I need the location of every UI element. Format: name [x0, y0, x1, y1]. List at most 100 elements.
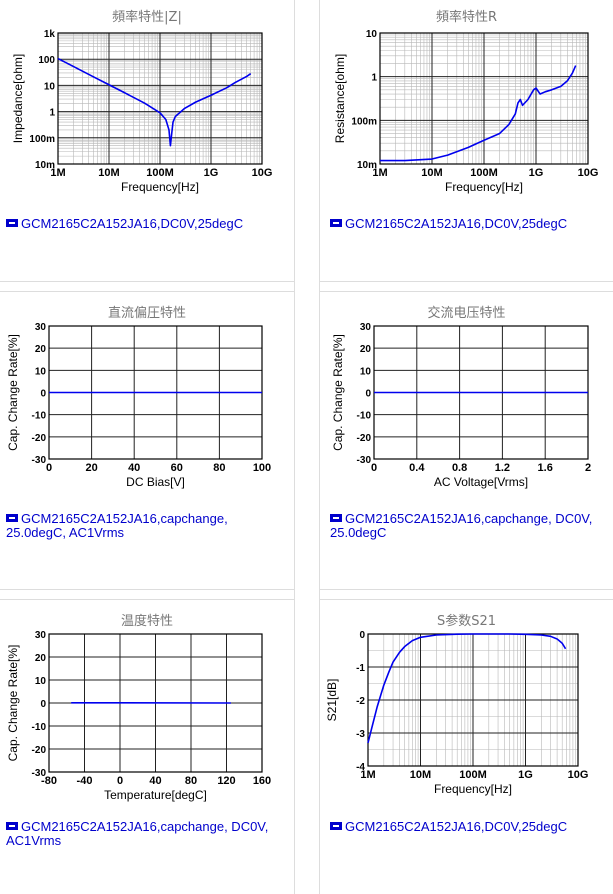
y-axis-label: Cap. Change Rate[%]	[6, 334, 20, 451]
y-tick-label: -20	[32, 745, 47, 756]
y-tick-label: -30	[32, 455, 47, 466]
chart-legend[interactable]: GCM2165C2A152JA16,capchange, DC0V, 25.0d…	[330, 512, 600, 540]
legend-label: GCM2165C2A152JA16,DC0V,25degC	[345, 216, 568, 231]
y-tick-label: 30	[35, 630, 47, 641]
y-tick-label: 20	[360, 344, 372, 355]
y-tick-label: 0	[365, 389, 371, 400]
x-axis-label: AC Voltage[Vrms]	[434, 475, 528, 489]
x-tick-label: 0	[46, 462, 52, 474]
legend-swatch-icon	[330, 514, 342, 522]
column-divider-right	[319, 0, 320, 894]
x-tick-label: 40	[128, 462, 140, 474]
y-tick-label: 1k	[44, 29, 56, 40]
legend-label: GCM2165C2A152JA16,DC0V,25degC	[345, 819, 568, 834]
chart-title: 頻率特性R	[435, 10, 498, 25]
y-tick-label: 100m	[351, 116, 377, 127]
dc-bias-chart-panel: 直流偏圧特性 0 20 40 60 80 100 30 20 10 0 -10 -20 -30 DC Bi…	[0, 292, 294, 589]
series-line	[57, 57, 252, 147]
y-tick-label: 30	[360, 322, 372, 333]
legend-swatch-icon	[6, 219, 18, 227]
x-tick-label: 120	[217, 775, 235, 787]
legend-label: GCM2165C2A152JA16,capchange, DC0V, 25.0d…	[330, 511, 593, 540]
y-tick-label: -3	[356, 729, 365, 740]
chart-legend[interactable]: GCM2165C2A152JA16,DC0V,25degC	[330, 820, 567, 834]
chart-title: 直流偏圧特性	[107, 306, 186, 321]
legend-swatch-icon	[330, 822, 342, 830]
y-tick-label: 100m	[29, 134, 55, 145]
plot-frame	[57, 32, 263, 165]
x-tick-label: 1.2	[495, 462, 510, 474]
y-axis-label: Cap. Change Rate[%]	[6, 645, 20, 762]
x-tick-label: 1M	[360, 769, 375, 781]
plot-frame	[379, 32, 589, 165]
y-tick-label: 10	[360, 366, 372, 377]
x-tick-label: 100M	[470, 167, 498, 179]
x-tick-label: 1M	[50, 167, 65, 179]
y-tick-label: -4	[356, 762, 365, 773]
temperature-chart-panel: 温度特性 -80 -40 0 40 80 120 160 30 20 10 0 -10 -20 -30 Te…	[0, 600, 294, 894]
y-tick-label: 10m	[357, 160, 377, 171]
x-axis-label: Frequency[Hz]	[445, 180, 523, 194]
x-tick-label: 1G	[204, 167, 219, 179]
series-line	[367, 633, 567, 744]
y-tick-label: 30	[35, 322, 47, 333]
x-tick-label: 1G	[529, 167, 544, 179]
legend-label: GCM2165C2A152JA16,capchange, DC0V, AC1Vr…	[6, 819, 269, 848]
x-tick-label: -80	[41, 775, 57, 787]
x-tick-label: 1.6	[538, 462, 553, 474]
resistance-chart-panel: 頻率特性R 1M 10M 100M 1G 10G 10 1 100m 10m Frequency[…	[320, 0, 613, 281]
x-tick-label: 100M	[459, 769, 487, 781]
x-axis-label: DC Bias[V]	[126, 475, 185, 489]
x-tick-label: 100M	[146, 167, 174, 179]
y-tick-label: -10	[32, 722, 47, 733]
ac-voltage-chart-panel: 交流电压特性 0 0.4 0.8 1.2 1.6 2 30 20 10 0 -10 -20 -30 AC …	[320, 292, 613, 589]
y-tick-label: -10	[32, 411, 47, 422]
legend-swatch-icon	[6, 822, 18, 830]
s21-chart: 1M 10M 100M 1G 10G 0 -1 -2 -3 -4 Frequency[Hz] S21[…	[325, 630, 589, 796]
y-tick-label: 10	[35, 366, 47, 377]
y-axis-label: Cap. Change Rate[%]	[331, 334, 345, 451]
x-tick-label: 1G	[518, 769, 533, 781]
chart-title: 温度特性	[120, 614, 173, 629]
chart-legend[interactable]: GCM2165C2A152JA16,capchange, DC0V, AC1Vr…	[6, 820, 286, 848]
y-tick-label: -1	[356, 663, 365, 674]
chart-legend[interactable]: GCM2165C2A152JA16,DC0V,25degC	[330, 217, 567, 231]
x-tick-label: 0.8	[452, 462, 467, 474]
x-tick-label: 0	[371, 462, 377, 474]
s21-chart-panel: S参数S21 1M 10M 100M 1G 10G 0 -1 -2 -3 -4 Frequency[…	[320, 600, 613, 894]
chart-legend[interactable]: GCM2165C2A152JA16,capchange, 25.0degC, A…	[6, 512, 276, 540]
y-tick-label: -20	[357, 433, 372, 444]
y-tick-label: 0	[40, 699, 46, 710]
x-tick-label: 40	[149, 775, 161, 787]
y-tick-label: 0	[40, 389, 46, 400]
y-tick-label: -20	[32, 433, 47, 444]
y-axis-label: Impedance[ohm]	[11, 54, 25, 143]
x-tick-label: 80	[213, 462, 225, 474]
y-axis-label: Resistance[ohm]	[333, 54, 347, 143]
x-tick-label: 10M	[98, 167, 119, 179]
x-tick-label: 10G	[568, 769, 589, 781]
x-tick-label: 160	[253, 775, 271, 787]
x-tick-label: 20	[85, 462, 97, 474]
ac-voltage-chart: 0 0.4 0.8 1.2 1.6 2 30 20 10 0 -10 -20 -30 AC Voltage…	[331, 322, 591, 489]
row-divider	[0, 589, 294, 590]
y-tick-label: 1	[371, 73, 377, 84]
x-tick-label: -40	[77, 775, 93, 787]
chart-legend[interactable]: GCM2165C2A152JA16,DC0V,25degC	[6, 217, 243, 231]
impedance-chart-panel: 頻率特性|Z| 1M 10M 100M 1G 10G 1k 100 10 1 100m 10m Fre…	[0, 0, 294, 281]
legend-label: GCM2165C2A152JA16,capchange, 25.0degC, A…	[6, 511, 228, 540]
x-tick-label: 1M	[372, 167, 387, 179]
x-tick-label: 80	[185, 775, 197, 787]
y-tick-label: 1	[49, 108, 55, 119]
x-tick-label: 0	[117, 775, 123, 787]
row-divider	[319, 589, 613, 590]
legend-swatch-icon	[6, 514, 18, 522]
y-tick-label: -10	[357, 411, 372, 422]
x-axis-label: Frequency[Hz]	[434, 782, 512, 796]
resistance-chart: 1M 10M 100M 1G 10G 10 1 100m 10m Frequency[Hz] Res…	[333, 29, 599, 194]
x-tick-label: 2	[585, 462, 591, 474]
legend-swatch-icon	[330, 219, 342, 227]
y-tick-label: 10	[35, 676, 47, 687]
row-divider	[0, 281, 294, 282]
x-tick-label: 10G	[578, 167, 599, 179]
